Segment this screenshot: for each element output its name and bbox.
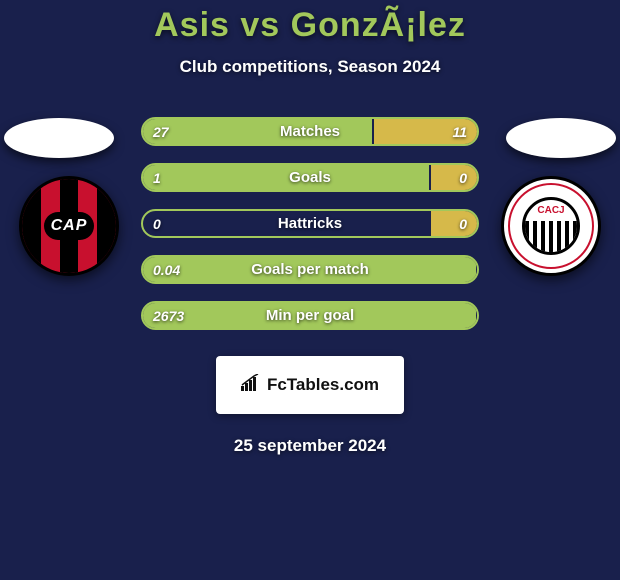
- stat-label: Min per goal: [143, 307, 477, 324]
- player-avatar-left: [4, 118, 114, 158]
- stat-label: Goals per match: [143, 261, 477, 278]
- stat-row: 1Goals0: [141, 163, 479, 192]
- stat-row: 2673Min per goal: [141, 301, 479, 330]
- stat-row: 0.04Goals per match: [141, 255, 479, 284]
- stat-label: Matches: [143, 123, 477, 140]
- stat-value-right: 0: [459, 170, 467, 186]
- crest-right-monogram: CACJ: [525, 200, 577, 221]
- chart-icon: [241, 374, 263, 397]
- crest-left-monogram: CAP: [44, 212, 94, 240]
- stat-value-right: 11: [452, 124, 467, 140]
- page-subtitle: Club competitions, Season 2024: [180, 57, 441, 77]
- stat-row: 27Matches11: [141, 117, 479, 146]
- comparison-card: Asis vs GonzÃ¡lez Club competitions, Sea…: [0, 0, 620, 580]
- stat-value-right: 0: [459, 216, 467, 232]
- club-crest-left: CAP: [19, 176, 119, 276]
- player-avatar-right: [506, 118, 616, 158]
- brand-badge: FcTables.com: [216, 356, 404, 414]
- page-title: Asis vs GonzÃ¡lez: [154, 6, 466, 45]
- snapshot-date: 25 september 2024: [234, 436, 386, 456]
- stats-table: 27Matches111Goals00Hattricks00.04Goals p…: [141, 117, 479, 330]
- stat-label: Goals: [143, 169, 477, 186]
- stat-label: Hattricks: [143, 215, 477, 232]
- club-crest-right: CACJ: [501, 176, 601, 276]
- stat-row: 0Hattricks0: [141, 209, 479, 238]
- brand-text: FcTables.com: [267, 375, 379, 395]
